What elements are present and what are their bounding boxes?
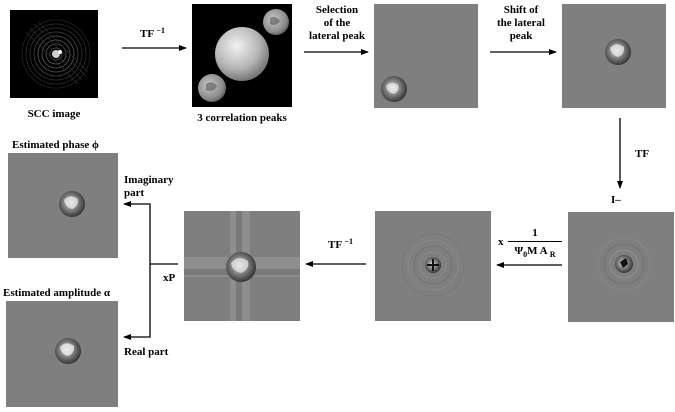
branch-line [123, 201, 178, 265]
xp-label: xP [163, 272, 176, 284]
filtered-panel [375, 211, 491, 321]
p-panel [184, 211, 300, 321]
estimated-phase-label: Estimated phase ϕ [12, 139, 99, 151]
selected-lateral-peak-panel [374, 4, 478, 108]
tf-inverse-1-label: TF −1 [140, 26, 165, 41]
fraction-bar [508, 241, 562, 242]
branch-line-real [123, 264, 151, 340]
fraction-numerator: 1 [532, 227, 538, 239]
selection-label: Selection of the lateral peak [309, 4, 365, 42]
multiply-x-label: x [498, 236, 504, 248]
correlation-peaks-panel [192, 4, 292, 107]
correlation-peaks-label: 3 correlation peaks [197, 112, 287, 124]
estimated-amplitude-panel [6, 301, 118, 407]
i-minus-label: I– [611, 194, 621, 206]
estimated-phase-panel [8, 153, 118, 258]
fraction-denominator: Ψ0M A R [514, 245, 556, 259]
real-part-label: Real part [124, 346, 169, 358]
tf-inverse-2-label: TF −1 [328, 237, 353, 252]
filter-fraction: 1 Ψ0M A R [508, 227, 562, 259]
scc-image-label: SCC image [27, 108, 81, 120]
shifted-peak-panel [562, 4, 666, 108]
tf-label: TF [635, 148, 650, 160]
i-minus-panel [568, 212, 674, 322]
scc-image-panel [10, 10, 98, 98]
imaginary-part-label: Imaginary part [124, 174, 174, 199]
estimated-amplitude-label: Estimated amplitude α [3, 287, 110, 299]
shift-label: Shift of the lateral peak [497, 4, 545, 42]
